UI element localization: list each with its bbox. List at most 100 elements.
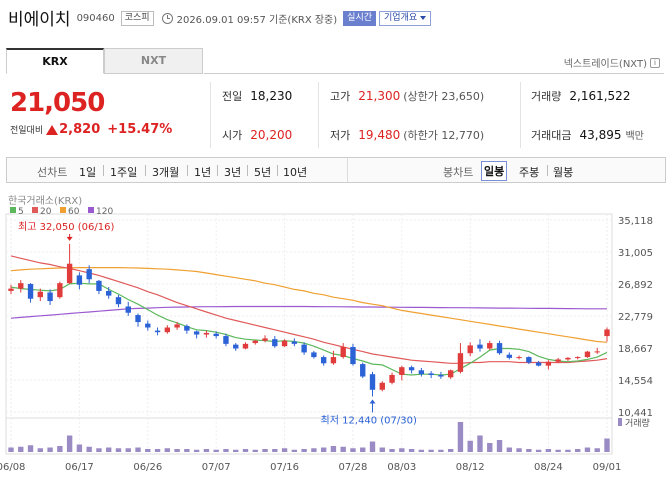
candle-body [399,367,405,375]
period-3m[interactable]: 3개월 [152,166,180,179]
ma60-line [10,266,608,343]
y-tick-label: 26,892 [618,280,653,291]
period-1w[interactable]: 1주일 [110,166,138,179]
candle-body [369,374,376,390]
high-annotation: 최고 32,050 (06/16) [18,221,114,233]
lower-limit: (하한가 12,770) [403,129,485,142]
stock-header: 비에이치 090460 코스피 2026.09.01 09:57 기준(KRX … [8,6,432,30]
candle-body [506,354,512,358]
volume-bar [291,449,298,452]
info-icon[interactable]: i [650,57,660,68]
candle-body [496,343,503,354]
candle-body [428,373,434,375]
y-tick-label: 35,118 [618,216,653,227]
volume-label: 거래량 [625,417,650,429]
separator [247,165,248,176]
candle-body [262,338,268,341]
stat-high: 고가 21,300 (상한가 23,650) [330,88,484,104]
change-value: 2,820 [59,122,101,137]
tab-nxt[interactable]: NXT [104,48,203,74]
volume-bar [96,448,102,452]
candle-body [555,359,561,362]
caret-down-icon [420,16,427,20]
change-rate: +15.47% [107,122,173,137]
volume-bar [164,448,171,452]
candle-weekly[interactable]: 주봉 [519,166,540,179]
period-1d[interactable]: 1일 [79,166,97,179]
source-label: 한국거래소(KRX) [8,195,82,207]
period-10y[interactable]: 10년 [283,166,308,179]
x-tick-label: 07/28 [339,462,368,473]
candle-chart-label[interactable]: 봉차트 [443,166,474,179]
chart-toolbar: 선차트 1일 1주일 3개월 1년 3년 5년 10년 봉차트 일봉 주봉 월봉 [6,157,666,183]
tab-krx[interactable]: KRX [6,48,104,74]
price-chart[interactable]: 35,118 31,005 26,892 22,779 18,667 14,554 10,4… [0,190,670,490]
volume-bar [115,448,122,452]
separator [547,165,548,176]
nextrade-link[interactable]: 넥스트레이드(NXT) i [564,55,660,70]
candle-body [516,357,522,359]
realtime-button[interactable]: 실시간 [343,10,377,26]
stat-value: 21,300 [358,89,401,103]
volume-bar [281,448,288,452]
volume-bar [408,449,415,452]
volume-bar [575,449,581,452]
candle-body [115,297,122,305]
period-3y[interactable]: 3년 [224,166,242,179]
period-1y[interactable]: 1년 [194,166,212,179]
stat-prev-close: 전일 18,230 [222,88,292,104]
period-5y[interactable]: 5년 [254,166,272,179]
separator [145,165,146,176]
legend-label-ma60: 60 [68,207,80,217]
volume-bar [379,447,385,452]
candle-body [242,343,249,349]
volume-bar [8,447,14,452]
low-annotation: 최저 12,440 (07/30) [321,414,417,426]
candle-body [575,357,581,359]
volume-bar [233,449,239,452]
candle-body [604,329,610,337]
candle-body [408,367,415,371]
line-chart-label[interactable]: 선차트 [37,166,68,179]
volume-bar [496,440,503,452]
volume-bar [145,449,151,452]
candle-body [135,315,141,323]
candle-body [457,353,464,372]
volume-bar [330,446,337,452]
volume-bar [438,449,444,452]
stock-code: 090460 [76,13,115,24]
volume-bar [447,449,454,452]
separator [187,165,188,176]
candle-body [213,333,219,337]
company-overview-button[interactable]: 기업개요 [379,10,432,26]
company-overview-label: 기업개요 [384,12,418,23]
up-arrow-icon [46,124,59,135]
volume-bar [203,449,210,452]
current-price: 21,050 [10,88,105,118]
separator [217,165,218,176]
legend-swatch [88,207,94,213]
candle-body [164,327,171,333]
candle-body [203,332,210,335]
volume-bar [340,446,346,452]
volume-bar [487,443,493,452]
volume-bar [311,448,317,452]
volume-bar [184,449,190,452]
stat-label: 저가 [330,129,351,142]
ma5-line [10,282,608,376]
candle-daily[interactable]: 일봉 [481,161,508,181]
price-change: 전일대비 2,820 +15.47% [10,122,172,137]
candle-body [223,336,229,344]
candle-body [66,263,73,284]
clock-icon [161,12,173,24]
candle-monthly[interactable]: 월봉 [553,166,574,179]
candle-body [272,339,278,347]
volume-bar [545,449,552,452]
stat-label: 거래량 [531,90,562,103]
stat-value: 18,230 [250,89,293,103]
volume-bar [360,447,366,452]
candle-body [565,357,571,360]
volume-bar [262,449,268,452]
stat-label: 전일 [222,90,243,103]
volume-legend-swatch [618,418,622,426]
